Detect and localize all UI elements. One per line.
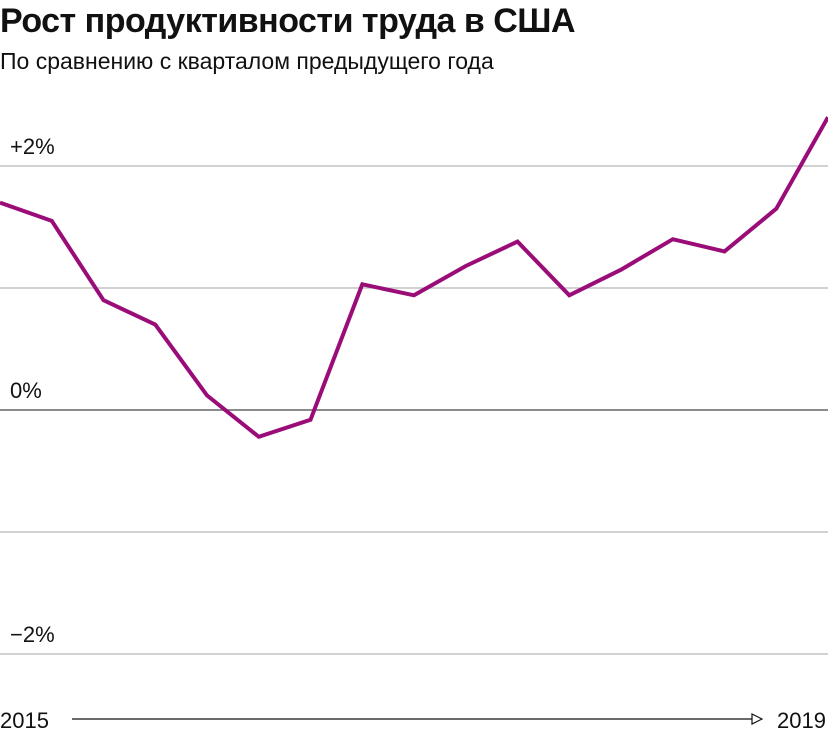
y-tick-label: +2%: [10, 134, 55, 159]
chart-subtitle: По сравнению с кварталом предыдущего год…: [0, 48, 494, 74]
x-axis-start-label: 2015: [0, 708, 49, 733]
y-tick-labels: +2% 0% −2%: [10, 134, 55, 647]
series-layer: [0, 116, 828, 440]
x-axis-end-label: 2019: [777, 708, 826, 733]
chart-title: Рост продуктивности труда в США: [0, 2, 576, 40]
y-tick-label: −2%: [10, 622, 55, 647]
x-axis-arrow-head: [751, 713, 764, 725]
gridlines: [0, 165, 828, 655]
series-line: [0, 116, 828, 440]
x-axis: 2015 2019: [0, 708, 826, 733]
y-tick-label: 0%: [10, 378, 42, 403]
